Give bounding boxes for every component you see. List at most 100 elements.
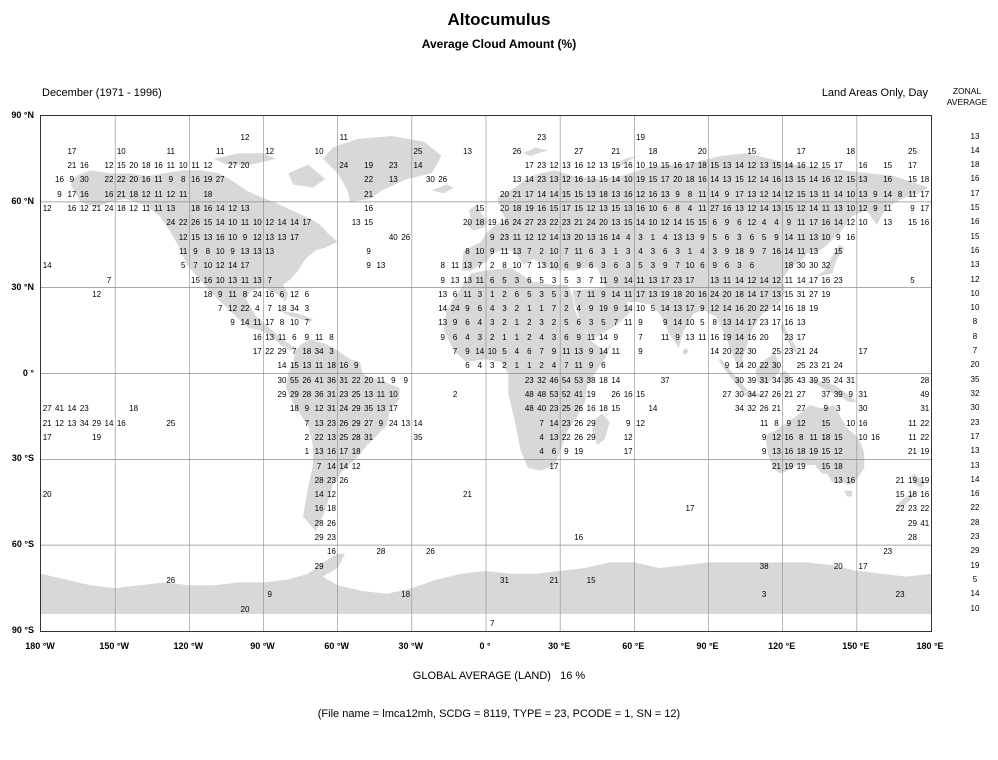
zonal-average-value: 23 — [970, 417, 980, 427]
grid-value: 22 — [920, 432, 930, 442]
world-map — [41, 116, 931, 631]
grid-value: 6 — [564, 261, 569, 271]
grid-value: 1 — [539, 304, 544, 314]
grid-value: 9 — [489, 246, 495, 256]
grid-value: 12 — [636, 418, 645, 428]
grid-value: 9 — [638, 347, 643, 356]
grid-value: 9 — [230, 318, 235, 328]
grid-value: 12 — [772, 432, 781, 442]
grid-value: 34 — [79, 418, 89, 428]
grid-value: 21 — [796, 347, 806, 356]
grid-value: 11 — [797, 232, 806, 242]
grid-value: 12 — [215, 261, 225, 271]
grid-value: 21 — [574, 218, 584, 228]
grid-value: 10 — [549, 261, 559, 271]
grid-value: 16 — [772, 175, 781, 185]
grid-value: 17 — [747, 318, 757, 328]
grid-value: 14 — [438, 304, 448, 314]
grid-value: 16 — [203, 275, 213, 285]
grid-value: 10 — [685, 318, 695, 328]
grid-value: 3 — [489, 361, 495, 371]
grid-value: 14 — [277, 361, 287, 371]
landmass — [214, 153, 276, 165]
grid-value: 17 — [772, 318, 781, 328]
grid-value: 24 — [388, 418, 398, 428]
grid-value: 1 — [650, 232, 656, 242]
grid-value: 19 — [648, 161, 658, 171]
zonal-average-value: 16 — [970, 489, 980, 499]
grid-value: 8 — [798, 432, 804, 442]
grid-value: 11 — [314, 332, 324, 342]
grid-value: 31 — [759, 375, 769, 385]
grid-value: 10 — [685, 261, 695, 271]
grid-value: 24 — [710, 289, 720, 299]
grid-value: 10 — [846, 189, 856, 199]
zonal-average-value: 10 — [970, 603, 980, 613]
grid-value: 13 — [833, 204, 843, 213]
grid-value: 53 — [574, 375, 584, 385]
grid-value: 10 — [648, 204, 658, 213]
grid-value: 11 — [500, 246, 509, 256]
grid-value: 32 — [537, 375, 547, 385]
grid-value: 3 — [329, 347, 334, 356]
grid-value: 13 — [265, 246, 275, 256]
grid-value: 16 — [339, 361, 349, 371]
grid-value: 11 — [179, 189, 188, 199]
grid-value: 21 — [67, 161, 77, 171]
grid-value: 18 — [302, 347, 312, 356]
grid-value: 17 — [685, 304, 695, 314]
grid-value: 13 — [747, 189, 757, 199]
grid-value: 2 — [564, 304, 569, 314]
grid-value: 11 — [883, 204, 892, 213]
grid-value: 14 — [809, 204, 819, 213]
grid-value: 16 — [252, 332, 262, 342]
grid-value: 7 — [106, 275, 112, 285]
grid-value: 14 — [734, 275, 744, 285]
zonal-average-value: 30 — [970, 403, 980, 413]
grid-value: 25 — [413, 146, 423, 156]
grid-value: 13 — [463, 146, 472, 156]
grid-value: 4 — [489, 304, 495, 314]
grid-value: 15 — [821, 461, 831, 471]
grid-value: 10 — [289, 318, 299, 328]
grid-value: 18 — [920, 175, 930, 185]
grid-value: 16 — [574, 175, 584, 185]
grid-value: 16 — [636, 204, 645, 213]
grid-value: 14 — [734, 161, 744, 171]
grid-value: 13 — [438, 289, 448, 299]
grid-value: 23 — [895, 590, 905, 600]
grid-value: 12 — [524, 232, 534, 242]
grid-value: 11 — [908, 189, 917, 199]
grid-value: 14 — [809, 175, 819, 185]
grid-value: 11 — [512, 232, 522, 242]
grid-value: 11 — [277, 332, 287, 342]
grid-value: 8 — [205, 246, 211, 256]
grid-value: 41 — [574, 390, 584, 399]
grid-value: 14 — [475, 347, 485, 356]
grid-value: 1 — [514, 332, 520, 342]
grid-value: 6 — [477, 304, 483, 314]
grid-value: 11 — [450, 261, 460, 271]
grid-value: 1 — [502, 332, 507, 342]
grid-value: 18 — [129, 404, 139, 414]
grid-value: 15 — [475, 204, 485, 213]
grid-value: 15 — [574, 204, 584, 213]
grid-value: 11 — [586, 289, 596, 299]
x-tick-label: 30 °E — [548, 641, 571, 651]
grid-value: 4 — [576, 304, 581, 314]
grid-value: 18 — [327, 361, 336, 371]
grid-value: 9 — [576, 261, 581, 271]
grid-value: 10 — [228, 232, 238, 242]
grid-value: 12 — [92, 289, 102, 299]
grid-value: 3 — [489, 318, 495, 328]
grid-value: 12 — [252, 232, 262, 242]
grid-value: 18 — [129, 189, 139, 199]
grid-value: 15 — [734, 175, 744, 185]
grid-value: 41 — [920, 518, 930, 528]
grid-value: 5 — [638, 261, 643, 271]
grid-value: 13 — [351, 218, 361, 228]
grid-value: 18 — [734, 246, 744, 256]
grid-value: 15 — [908, 175, 917, 185]
y-tick-label: 0 ° — [22, 367, 34, 378]
grid-value: 19 — [524, 204, 534, 213]
